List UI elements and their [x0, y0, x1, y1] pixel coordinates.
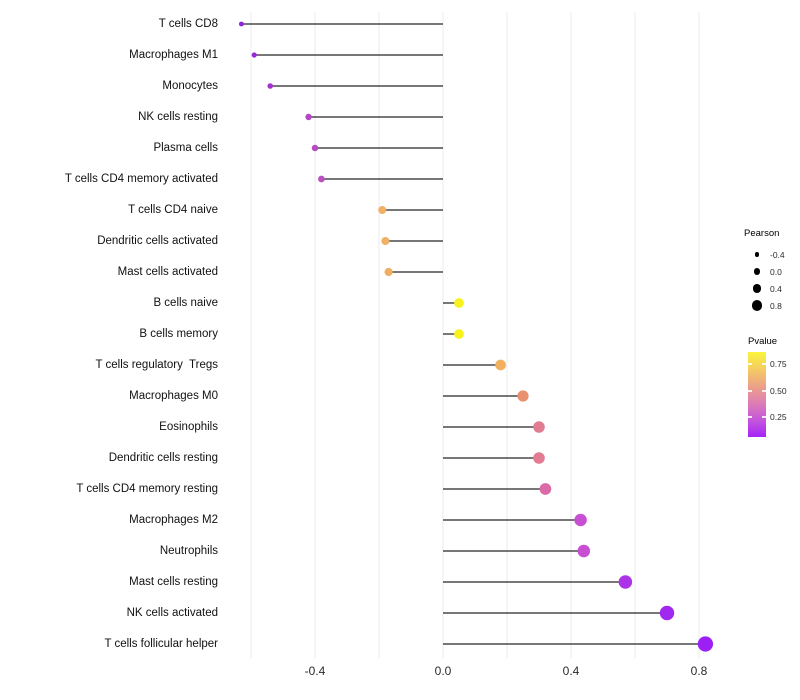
lollipop-dot: [311, 144, 319, 152]
size-legend: -0.4 0.0 0.4 0.8: [748, 246, 785, 314]
lollipop-dot: [378, 205, 387, 215]
color-legend-tick-label: 0.50: [770, 386, 787, 396]
size-legend-dot-icon: [752, 284, 762, 293]
size-legend-entry: -0.4: [748, 246, 785, 263]
x-axis-tick-label: 0.0: [434, 664, 452, 678]
lollipop-dot: [697, 636, 714, 652]
y-axis-label: Mast cells resting: [129, 576, 218, 588]
x-axis-tick-label: -0.4: [304, 664, 326, 678]
y-axis-label: T cells follicular helper: [104, 638, 218, 650]
y-axis-label: Macrophages M2: [129, 514, 218, 526]
colorbar-tick: [762, 416, 766, 418]
y-axis-label: Mast cells activated: [117, 266, 218, 278]
color-legend: [748, 352, 766, 437]
y-axis-label: NK cells resting: [138, 111, 218, 123]
size-legend-entry-label: 0.8: [770, 300, 782, 311]
lollipop-dot: [454, 298, 464, 308]
y-axis-label: T cells CD4 memory activated: [64, 173, 218, 185]
size-legend-entry: 0.4: [748, 280, 785, 297]
size-legend-entry-label: 0.0: [770, 266, 782, 277]
y-axis-label: Macrophages M1: [129, 49, 218, 61]
y-axis-label: Macrophages M0: [129, 390, 218, 402]
lollipop-dot: [517, 390, 529, 402]
colorbar-tick: [762, 390, 766, 392]
color-legend-tick-label: 0.75: [770, 359, 787, 369]
lollipop-dot: [539, 483, 552, 495]
lollipop-dot: [251, 52, 257, 58]
x-axis-tick-label: 0.8: [690, 664, 708, 678]
colorbar-tick: [748, 363, 752, 365]
lollipop-dot: [533, 452, 545, 464]
size-legend-dot-icon: [753, 268, 761, 275]
lollipop-dot: [381, 236, 390, 246]
size-legend-entry-label: 0.4: [770, 283, 782, 294]
y-axis-label: Dendritic cells activated: [97, 235, 218, 247]
y-axis-label: T cells CD4 memory resting: [76, 483, 218, 495]
lollipop-dot: [659, 605, 675, 621]
size-legend-dot-icon: [751, 300, 763, 311]
x-axis-tick-label: 0.4: [562, 664, 580, 678]
y-axis-label: Eosinophils: [159, 421, 218, 433]
size-legend-title: Pearson: [744, 228, 780, 239]
y-axis-label: B cells naive: [153, 297, 218, 309]
color-legend-title: Pvalue: [748, 336, 778, 347]
pvalue-gradient-bar: [748, 352, 766, 437]
y-axis-label: T cells CD4 naive: [128, 204, 218, 216]
lollipop-dot: [495, 359, 506, 371]
size-legend-entry-label: -0.4: [770, 249, 785, 260]
y-axis-label: NK cells activated: [126, 607, 218, 619]
color-legend-tick-label: 0.25: [770, 412, 787, 422]
size-legend-entry: 0.8: [748, 297, 785, 314]
y-axis-label: T cells CD8: [158, 18, 218, 30]
colorbar-tick: [748, 390, 752, 392]
lollipop-dot: [454, 329, 464, 339]
lollipop-dot: [533, 421, 545, 433]
lollipop-dot: [305, 113, 312, 121]
lollipop-dot: [318, 175, 325, 183]
size-legend-entry: 0.0: [748, 263, 785, 280]
y-axis-label: B cells memory: [139, 328, 218, 340]
lollipop-dot: [267, 83, 273, 89]
colorbar-tick: [748, 416, 752, 418]
lollipop-dot: [574, 513, 587, 527]
lollipop-dot: [238, 21, 244, 27]
size-legend-dot-icon: [754, 252, 760, 257]
lollipop-dot: [618, 575, 633, 589]
y-axis-label: Monocytes: [162, 80, 218, 92]
y-axis-label: Plasma cells: [153, 142, 218, 154]
lollipop-dot: [577, 544, 591, 558]
y-axis-label: T cells regulatory Tregs: [95, 359, 218, 371]
lollipop-dot: [384, 267, 393, 277]
y-axis-label: Dendritic cells resting: [108, 452, 218, 464]
colorbar-tick: [762, 363, 766, 365]
y-axis-label: Neutrophils: [159, 545, 218, 557]
